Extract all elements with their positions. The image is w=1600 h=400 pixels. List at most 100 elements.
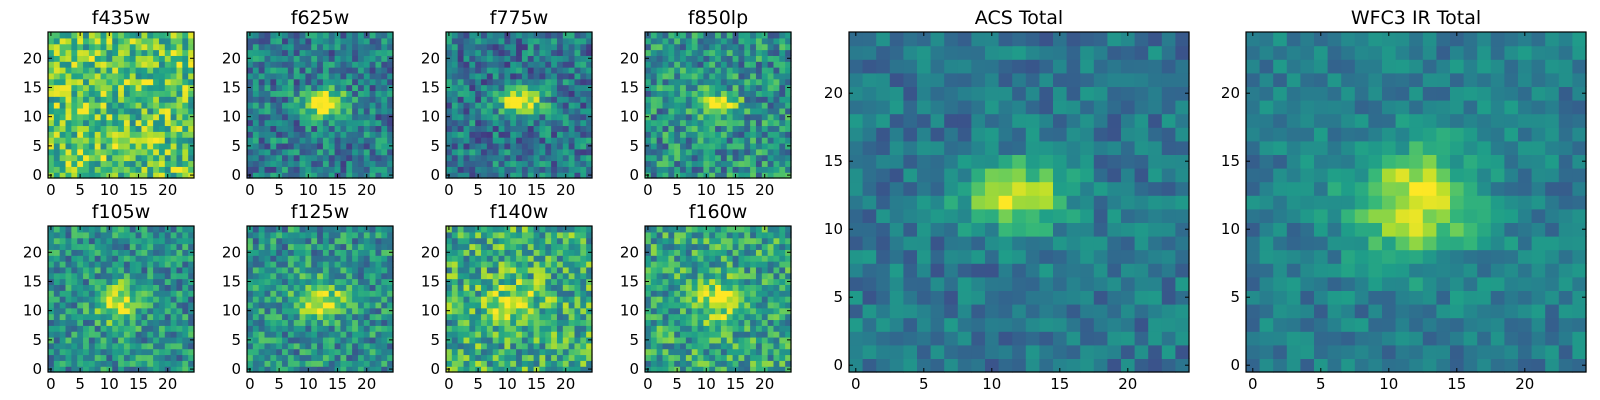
pixel-cell [258,301,266,309]
pixel-cell [153,336,160,344]
pixel-cell [545,78,552,86]
pixel-cell [668,331,675,338]
pixel-cell [779,142,786,150]
pixel-cell [475,278,482,285]
pixel-cell [562,261,570,268]
pixel-cell [112,154,119,162]
pixel-cell [317,61,324,68]
pixel-cell [504,125,511,132]
pixel-cell [533,55,541,62]
pixel-cell [346,278,353,285]
pixel-cell [516,261,523,268]
pixel-cell [755,301,763,309]
pixel-cell [182,84,189,91]
pixel-cell [773,325,780,332]
pixel-cell [53,172,61,179]
pixel-cell [158,325,166,332]
pixel-cell [299,84,306,91]
pixel-cell [510,255,517,262]
pixel-cell [785,342,792,350]
pixel-cell [170,290,178,297]
pixel-cell [71,113,78,121]
pixel-cell [88,37,96,45]
pixel-cell [53,32,61,39]
pixel-cell [258,172,266,179]
pixel-cell [334,296,342,303]
pixel-cell [328,290,336,297]
pixel-cell [153,226,160,233]
pixel-cell [164,272,172,280]
pixel-cell [732,96,740,103]
pixel-cell [498,284,505,291]
pixel-cell [135,336,143,344]
pixel-cell [340,160,347,167]
pixel-cell [299,278,306,285]
pixel-cell [357,313,365,321]
pixel-cell [516,366,523,373]
pixel-cell [761,49,769,56]
pixel-cell [510,61,517,68]
pixel-cell [88,125,96,132]
pixel-cell [580,78,587,86]
pixel-cell [498,336,505,344]
pixel-cell [147,78,154,86]
pixel-cell [562,231,570,239]
pixel-cell [510,366,517,373]
pixel-cell [446,360,453,367]
pixel-cell [252,272,260,280]
pixel-cell [252,166,260,173]
pixel-cell [188,160,195,167]
pixel-cell [135,296,143,303]
pixel-cell [282,226,289,233]
pixel-cell [270,249,277,256]
pixel-cell [59,107,67,115]
pixel-cell [340,61,347,68]
pixel-cell [674,290,681,297]
pixel-cell [375,61,382,68]
pixel-cell [287,142,295,150]
pixel-cell [527,243,535,250]
pixel-cell [299,72,306,80]
pixel-cell [498,272,505,280]
pixel-cell [357,325,365,332]
pixel-cell [446,255,453,262]
pixel-cell [732,119,740,127]
pixel-cell [158,354,166,361]
pixel-cell [88,342,96,350]
pixel-cell [346,84,353,91]
pixel-cell [352,84,359,91]
pixel-cell [328,84,336,91]
pixel-cell [317,125,324,132]
pixel-cell [709,90,716,97]
pixel-cell [492,78,500,86]
pixel-cell [551,366,558,373]
pixel-cell [276,131,283,138]
pixel-cell [720,301,728,309]
pixel-cell [527,255,535,262]
pixel-cell [153,113,160,121]
pixel-cell [53,119,61,127]
pixel-cell [457,78,465,86]
pixel-cell [188,137,195,144]
pixel-cell [720,55,728,62]
pixel-cell [147,296,154,303]
pixel-cell [129,154,137,162]
pixel-cell [305,348,312,356]
pixel-cell [158,278,166,285]
pixel-cell [100,96,107,103]
pixel-cell [264,72,271,80]
pixel-cell [71,90,78,97]
pixel-cell [556,172,564,179]
pixel-cell [164,249,172,256]
pixel-cell [668,43,675,51]
pixel-cell [59,272,67,280]
pixel-cell [779,313,786,321]
pixel-cell [662,142,669,150]
pixel-cell [645,43,652,51]
pixel-cell [59,32,67,39]
pixel-cell [475,131,482,138]
pixel-cell [691,119,699,127]
pixel-cell [504,67,511,74]
pixel-cell [469,67,476,74]
pixel-cell [369,296,377,303]
